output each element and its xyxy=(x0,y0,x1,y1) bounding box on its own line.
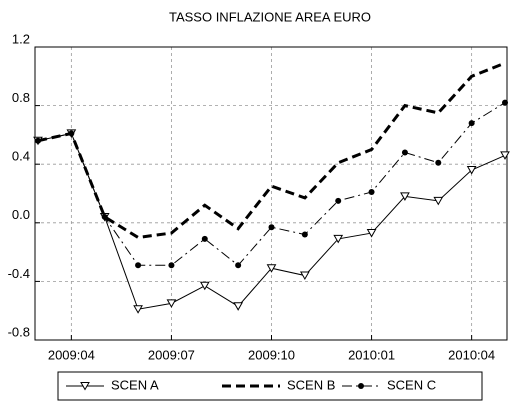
marker xyxy=(166,299,177,308)
x-tick-label: 2010:01 xyxy=(348,347,395,362)
marker xyxy=(68,130,75,137)
marker xyxy=(400,192,410,201)
legend-label: SCEN B xyxy=(287,377,335,392)
x-tick-label: 2009:07 xyxy=(148,347,195,362)
marker xyxy=(401,149,408,156)
marker xyxy=(201,235,208,242)
y-tick-label: 1.2 xyxy=(12,31,30,46)
marker xyxy=(368,189,375,196)
marker xyxy=(235,262,242,269)
marker xyxy=(333,234,344,244)
marker xyxy=(168,262,175,269)
y-tick-label: -0.4 xyxy=(8,266,30,281)
marker xyxy=(133,305,143,314)
chart-title: TASSO INFLAZIONE AREA EURO xyxy=(169,9,371,24)
marker xyxy=(268,224,275,231)
x-tick-label: 2009:10 xyxy=(248,347,295,362)
marker xyxy=(35,137,41,144)
marker xyxy=(358,383,364,389)
marker xyxy=(366,229,377,238)
marker xyxy=(101,213,108,220)
marker xyxy=(135,262,142,269)
y-tick-label: 0.8 xyxy=(12,90,30,105)
series-line xyxy=(37,102,506,266)
marker xyxy=(433,196,444,206)
marker xyxy=(233,302,244,311)
marker xyxy=(199,281,210,291)
plot-frame xyxy=(34,46,508,341)
x-tick-label: 2010:04 xyxy=(448,347,495,362)
legend-label: SCEN C xyxy=(387,377,436,392)
marker xyxy=(299,271,310,281)
legend-label: SCEN A xyxy=(111,377,159,392)
marker xyxy=(301,231,308,238)
marker xyxy=(80,382,90,391)
series-line xyxy=(37,61,506,240)
marker xyxy=(335,197,342,204)
marker xyxy=(435,159,442,166)
x-tick-label: 2009:04 xyxy=(48,347,95,362)
y-tick-label: 0.4 xyxy=(12,149,30,164)
y-tick-label: -0.8 xyxy=(8,324,30,339)
marker xyxy=(468,120,475,127)
marker xyxy=(500,151,510,160)
y-tick-label: 0.0 xyxy=(12,207,30,222)
marker xyxy=(266,264,277,273)
marker xyxy=(502,99,508,106)
marker xyxy=(466,166,477,175)
